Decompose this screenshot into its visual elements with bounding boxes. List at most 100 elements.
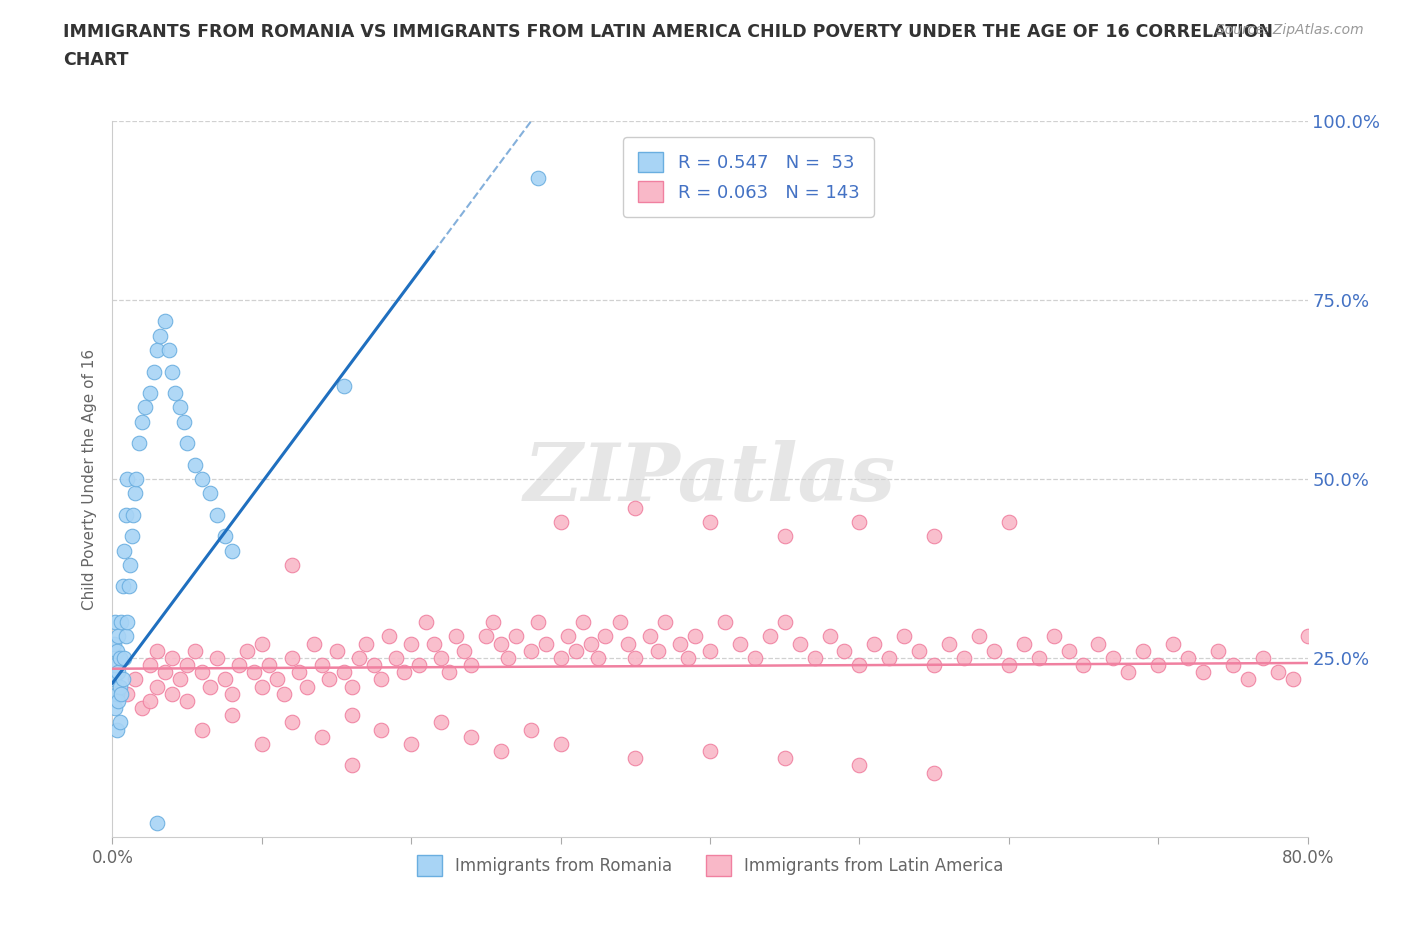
Point xyxy=(520,644,543,658)
Point xyxy=(176,658,198,672)
Point xyxy=(415,615,437,630)
Point xyxy=(624,651,647,666)
Point xyxy=(370,672,392,687)
Point xyxy=(250,679,273,694)
Point xyxy=(198,679,221,694)
Point xyxy=(527,171,550,186)
Point xyxy=(162,651,183,666)
Point xyxy=(139,658,162,672)
Text: ZIPatlas: ZIPatlas xyxy=(524,440,896,518)
Point xyxy=(108,715,131,730)
Point xyxy=(430,651,453,666)
Point xyxy=(676,651,699,666)
Point xyxy=(1177,651,1199,666)
Point xyxy=(221,543,243,558)
Point xyxy=(221,708,243,723)
Point xyxy=(128,435,150,450)
Point xyxy=(118,578,141,594)
Point xyxy=(214,529,236,544)
Y-axis label: Child Poverty Under the Age of 16: Child Poverty Under the Age of 16 xyxy=(82,349,97,609)
Point xyxy=(117,472,139,486)
Point xyxy=(243,665,266,680)
Point xyxy=(564,644,586,658)
Point xyxy=(714,615,737,630)
Point xyxy=(103,672,125,687)
Point xyxy=(120,557,142,572)
Point xyxy=(325,644,347,658)
Point xyxy=(110,686,132,701)
Point xyxy=(122,508,145,523)
Point xyxy=(505,629,527,644)
Point xyxy=(318,672,340,687)
Text: CHART: CHART xyxy=(63,51,129,69)
Point xyxy=(117,615,139,630)
Point xyxy=(385,651,408,666)
Point xyxy=(1118,665,1140,680)
Point xyxy=(273,686,295,701)
Point xyxy=(1073,658,1095,672)
Point xyxy=(281,651,304,666)
Point xyxy=(281,557,304,572)
Point xyxy=(401,737,423,751)
Text: Source: ZipAtlas.com: Source: ZipAtlas.com xyxy=(1216,23,1364,37)
Point xyxy=(340,708,363,723)
Point xyxy=(347,651,370,666)
Point xyxy=(104,658,127,672)
Point xyxy=(176,694,198,709)
Point xyxy=(107,665,129,680)
Point xyxy=(250,636,273,651)
Point xyxy=(392,665,415,680)
Point xyxy=(699,644,721,658)
Point xyxy=(108,651,131,666)
Point xyxy=(169,672,191,687)
Point xyxy=(236,644,259,658)
Point xyxy=(550,514,572,529)
Point xyxy=(146,342,169,357)
Point xyxy=(311,729,333,744)
Point xyxy=(1222,658,1244,672)
Point xyxy=(108,679,131,694)
Point xyxy=(475,629,498,644)
Point xyxy=(699,514,721,529)
Point xyxy=(953,651,976,666)
Point xyxy=(557,629,579,644)
Point xyxy=(117,686,139,701)
Point xyxy=(848,514,870,529)
Point xyxy=(654,615,676,630)
Point xyxy=(624,500,647,515)
Point xyxy=(818,629,841,644)
Point xyxy=(107,629,129,644)
Point xyxy=(295,679,318,694)
Point xyxy=(908,644,931,658)
Point xyxy=(191,665,214,680)
Point xyxy=(110,615,132,630)
Point xyxy=(1267,665,1289,680)
Point xyxy=(1192,665,1215,680)
Point xyxy=(114,651,135,666)
Point xyxy=(183,458,205,472)
Point xyxy=(370,722,392,737)
Point xyxy=(111,578,134,594)
Point xyxy=(356,636,378,651)
Point xyxy=(153,314,176,329)
Point xyxy=(105,686,128,701)
Point xyxy=(266,672,288,687)
Point xyxy=(401,636,423,651)
Point xyxy=(1012,636,1035,651)
Text: IMMIGRANTS FROM ROMANIA VS IMMIGRANTS FROM LATIN AMERICA CHILD POVERTY UNDER THE: IMMIGRANTS FROM ROMANIA VS IMMIGRANTS FR… xyxy=(63,23,1274,41)
Point xyxy=(1132,644,1154,658)
Point xyxy=(228,658,250,672)
Point xyxy=(863,636,886,651)
Point xyxy=(683,629,706,644)
Point xyxy=(1161,636,1184,651)
Point xyxy=(422,636,444,651)
Point xyxy=(333,665,356,680)
Point xyxy=(311,658,333,672)
Point xyxy=(1237,672,1260,687)
Point xyxy=(169,400,191,415)
Point xyxy=(444,629,467,644)
Point xyxy=(803,651,825,666)
Point xyxy=(162,686,183,701)
Point xyxy=(1147,658,1170,672)
Point xyxy=(1296,629,1319,644)
